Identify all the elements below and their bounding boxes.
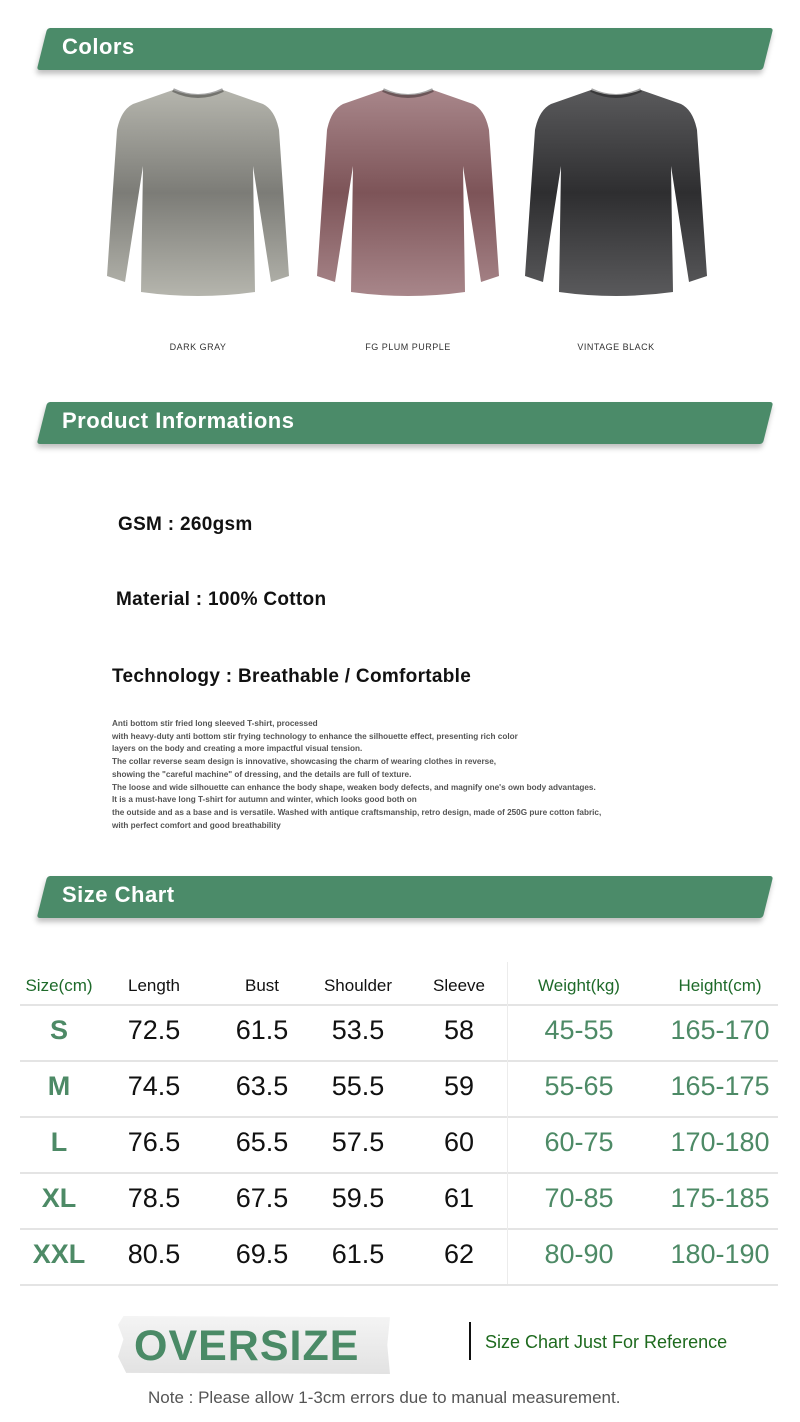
column-header: Shoulder [323, 976, 393, 995]
table-cell: 175-185 [670, 1183, 770, 1213]
table-cell: 55-65 [544, 1071, 614, 1101]
spec-gsm: GSM : 260gsm [118, 514, 253, 535]
size-label: L [50, 1127, 68, 1157]
table-cell: 61 [443, 1183, 475, 1213]
column-header: Height(cm) [678, 976, 762, 995]
table-cell: 180-190 [670, 1239, 770, 1269]
column-header: Length [128, 976, 180, 995]
table-cell: 59 [443, 1071, 475, 1101]
section-title: Colors [62, 34, 135, 59]
table-cell: 45-55 [544, 1015, 614, 1045]
row-divider [20, 1060, 778, 1062]
column-header: Bust [244, 976, 280, 995]
oversize-text: OVERSIZE [134, 1322, 360, 1370]
shirt-image [521, 86, 711, 302]
column-header: Weight(kg) [538, 976, 620, 995]
measurement-note: Note : Please allow 1-3cm errors due to … [148, 1388, 621, 1407]
description-line: the outside and as a base and is versati… [112, 807, 602, 817]
divider [469, 1322, 471, 1360]
table-cell: 80-90 [544, 1239, 614, 1269]
row-divider [20, 1172, 778, 1174]
row-divider [20, 1228, 778, 1230]
spec-technology: Technology : Breathable / Comfortable [112, 666, 472, 687]
size-chart-banner: Size Chart [36, 876, 774, 918]
table-cell: 62 [443, 1239, 475, 1269]
table-cell: 70-85 [544, 1183, 614, 1213]
color-label: VINTAGE BLACK [577, 342, 655, 352]
table-cell: 170-180 [670, 1127, 770, 1157]
table-cell: 65.5 [235, 1127, 289, 1157]
table-cell: 60-75 [544, 1127, 614, 1157]
size-label: S [49, 1015, 69, 1045]
description-line: The loose and wide silhouette can enhanc… [112, 782, 596, 792]
oversize-badge: OVERSIZE [118, 1316, 390, 1374]
spec-material: Material : 100% Cotton [116, 589, 327, 610]
row-divider [20, 1116, 778, 1118]
table-cell: 61.5 [235, 1015, 289, 1045]
shirt-image [103, 86, 293, 302]
table-cell: 60 [443, 1127, 475, 1157]
description-line: layers on the body and creating a more i… [112, 744, 363, 754]
product-description: Anti bottom stir fried long sleeved T-sh… [112, 718, 601, 832]
column-header: Size(cm) [25, 976, 93, 995]
row-divider [20, 1004, 778, 1006]
table-cell: 69.5 [235, 1239, 289, 1269]
table-cell: 53.5 [331, 1015, 385, 1045]
table-cell: 165-170 [670, 1015, 770, 1045]
description-line: Anti bottom stir fried long sleeved T-sh… [112, 719, 318, 728]
size-label: XXL [32, 1239, 86, 1269]
table-cell: 72.5 [127, 1015, 181, 1045]
section-title: Product Informations [62, 408, 295, 433]
table-cell: 61.5 [331, 1239, 385, 1269]
table-cell: 78.5 [127, 1183, 181, 1213]
color-label: FG PLUM PURPLE [365, 342, 451, 352]
table-cell: 59.5 [331, 1183, 385, 1213]
description-line: with heavy-duty anti bottom stir frying … [112, 731, 518, 741]
description-line: It is a must-have long T-shirt for autum… [112, 795, 417, 805]
reference-text: Size Chart Just For Reference [485, 1332, 728, 1352]
shirt-image [313, 86, 503, 302]
table-cell: 57.5 [331, 1127, 385, 1157]
table-cell: 63.5 [235, 1071, 289, 1101]
description-line: with perfect comfort and good breathabil… [112, 820, 281, 830]
column-header: Sleeve [433, 976, 485, 995]
size-label: XL [41, 1183, 77, 1213]
table-cell: 76.5 [127, 1127, 181, 1157]
description-line: The collar reverse seam design is innova… [112, 757, 497, 767]
color-label: DARK GRAY [169, 342, 227, 352]
product-info-banner: Product Informations [36, 402, 774, 444]
colors-banner: Colors [36, 28, 774, 70]
table-cell: 80.5 [127, 1239, 181, 1269]
table-cell: 67.5 [235, 1183, 289, 1213]
size-label: M [47, 1071, 71, 1101]
table-cell: 58 [443, 1015, 475, 1045]
row-divider [20, 1284, 778, 1286]
description-line: showing the "careful machine" of dressin… [112, 769, 412, 779]
table-cell: 74.5 [127, 1071, 181, 1101]
column-divider [507, 962, 508, 1284]
table-cell: 165-175 [670, 1071, 770, 1101]
section-title: Size Chart [62, 882, 175, 907]
table-cell: 55.5 [331, 1071, 385, 1101]
